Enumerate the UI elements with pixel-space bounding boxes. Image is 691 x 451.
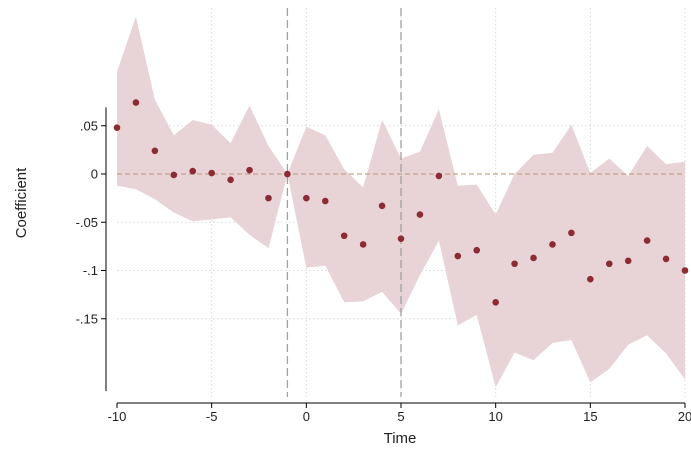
coefficient-point [530,254,537,262]
axes: .05 0 -.05 -.1 -.15 -10 -5 0 5 10 15 20 [76,107,691,424]
coefficient-point [492,299,499,306]
coefficient-point [208,169,215,177]
coefficient-point [549,241,556,248]
x-tick-label: -10 [108,409,127,424]
coefficient-point [587,275,594,283]
coefficient-point [681,267,689,274]
y-tick-label: 0 [91,167,98,182]
coefficient-point [151,147,159,155]
coefficient-point [284,170,291,178]
y-tick-label: .05 [80,118,98,133]
coefficient-point [321,197,329,205]
coefficient-point [605,260,613,268]
coefficient-point [265,194,272,202]
coefficient-point [340,232,348,240]
coefficient-point [378,202,386,210]
coefficient-point [511,260,518,268]
coefficient-point [643,237,651,244]
coefficient-point [189,167,197,175]
coefficient-point [568,229,575,237]
coefficient-point [303,194,310,202]
coefficient-point [454,252,462,260]
coefficient-point [227,176,234,184]
x-tick-label: 0 [303,409,310,424]
coefficient-point [397,235,405,242]
coefficient-point [473,246,481,254]
y-tick-label: -.15 [76,311,98,326]
coefficient-point [113,124,121,131]
coefficient-point [170,171,178,179]
coefficient-points [113,99,689,306]
coefficient-point [359,241,367,248]
x-axis-title: Time [384,430,417,447]
coefficient-point [246,166,253,174]
coefficient-point [624,257,632,265]
x-tick-label: 10 [488,409,502,424]
coefficient-point [435,172,443,180]
coefficient-point [132,99,140,106]
x-tick-label: 20 [678,409,691,424]
y-axis-title: Coefficient [13,167,30,238]
x-tick-label: 5 [397,409,404,424]
coefficient-point [662,255,670,263]
x-tick-label: 15 [583,409,597,424]
x-tick-label: -5 [206,409,218,424]
y-tick-label: -.1 [83,263,98,278]
coefficient-point [416,211,424,218]
reference-lines [117,8,685,397]
y-tick-label: -.05 [76,215,98,230]
